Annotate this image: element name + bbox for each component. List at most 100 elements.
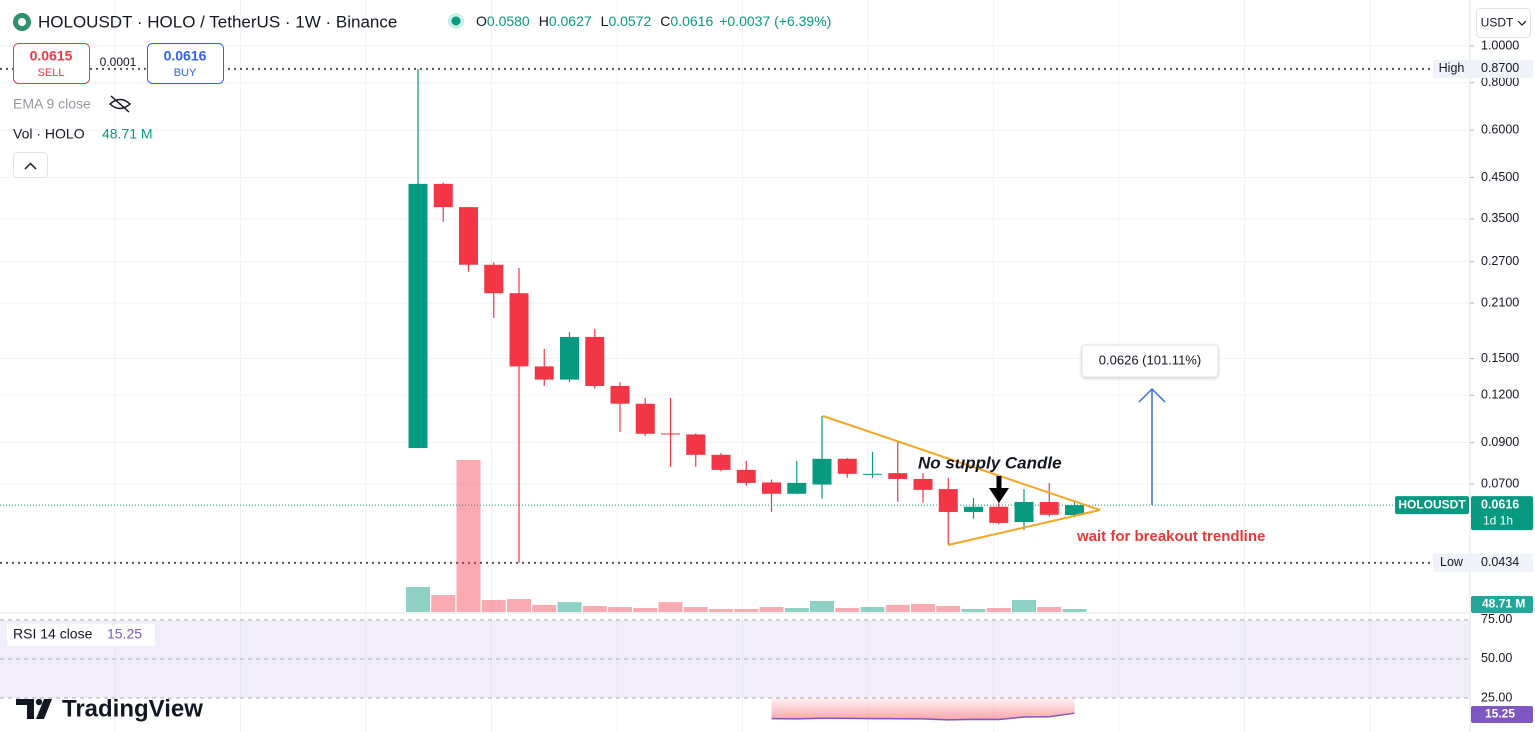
volume-bar [986,607,1011,612]
last-symbol: HOLOUSDT [1398,497,1466,511]
candle-body [408,183,428,449]
y-tick-label: 0.2100 [1481,295,1519,309]
symbol-title: HOLOUSDT · HOLO / TetherUS · 1W · Binanc… [38,12,397,31]
annotation-hint: wait for breakout trendline [1076,528,1265,545]
y-tick-label: 0.1200 [1481,388,1519,402]
level-tag-value: 0.0434 [1481,555,1519,569]
candle-body [812,458,832,485]
level-tag-name: Low [1440,555,1464,569]
candle-body [484,264,504,294]
volume-bar [406,586,430,612]
rsi-line [771,712,1075,721]
symbol-icon-inner [18,18,26,26]
collapse-button[interactable] [13,152,48,178]
y-tick-label: 0.1500 [1481,351,1519,365]
volume-tag [1471,596,1533,613]
spread: 0.0001 [100,55,137,69]
candle-body [863,473,882,475]
buy-price[interactable]: 0.0616 [164,48,207,64]
level-tag-value-bg [1471,59,1533,78]
ohlc-key: H [539,13,549,29]
y-tick-label: 0.8000 [1481,75,1519,89]
trendline-upper [822,415,1101,511]
level-tag-value: 0.8700 [1481,61,1519,75]
sell-button[interactable] [13,43,90,84]
collapse-icon[interactable] [24,162,37,170]
rsi-legend-value: 15.25 [107,626,142,642]
volume-bar [431,595,456,612]
currency-button[interactable] [1476,8,1531,38]
volume-bar [810,601,834,612]
drawings: 0.0626 (101.11%) No supply Candle wait f… [822,344,1265,546]
ema-legend: EMA 9 close [13,96,91,112]
sell-price[interactable]: 0.0615 [30,48,73,64]
currency[interactable]: USDT [1481,16,1514,30]
candle-body [509,293,529,367]
candle-body [635,403,655,434]
volume-bar [1012,599,1036,612]
measure-label: 0.0626 (101.11%) [1099,352,1201,367]
candle-body [560,336,579,380]
y-tick-label: 0.6000 [1481,122,1519,136]
volume-bar [1062,608,1087,612]
candle-body [661,433,680,435]
rsi-tick-label: 75.00 [1481,612,1512,626]
y-tick-label: 0.4500 [1481,170,1519,184]
volume-bar [456,460,481,612]
ohlc-value: 0.0627 [549,13,592,29]
y-tick-label: 0.0700 [1481,476,1519,490]
volume-tag-label: 48.71 M [1482,597,1525,611]
candle-body [711,454,731,470]
ui: HOLOUSDT · HOLO / TetherUS · 1W · Binanc… [7,8,1531,722]
volume-bar [784,607,809,612]
logo-t [16,699,34,719]
last-symbol-tag [1395,496,1469,515]
ohlc-value: 0.0616 [670,13,713,29]
volume-bar [582,606,607,612]
candle-body [459,207,478,265]
buy-label[interactable]: BUY [174,67,197,79]
ohlc-value: 0.0580 [487,13,530,29]
ohlc-legend: O0.0580 H0.0627 L0.0572 C0.0616 +0.0037 (+6.… [476,13,831,29]
candle-body [1065,505,1084,516]
arrow-head [989,488,1009,503]
volume-bar [835,607,860,612]
volume-bar [885,604,910,612]
brand: TradingView [62,695,203,722]
currency-caret[interactable] [1517,20,1527,26]
logo-icon [16,698,52,719]
candle-body [686,434,706,455]
candle-body [888,473,908,479]
level-tag-bg [1433,59,1470,78]
candle-body [787,482,807,494]
volume-bar [860,606,885,612]
annotation-note: No supply Candle [918,453,1062,472]
eye-strike[interactable] [110,95,130,113]
volume-bar [709,608,733,612]
level-tag-name: High [1439,61,1465,75]
volume-bar [683,606,708,612]
status-dot [451,16,461,26]
buy-button[interactable] [147,43,224,84]
volume-legend: Vol · HOLO [13,126,85,142]
volume-legend-value: 48.71 M [102,126,153,142]
sell-label[interactable]: SELL [38,67,65,79]
candle-body [534,366,554,380]
ohlc-key: O [476,13,487,29]
logo-dot [35,698,43,706]
candle-body [736,469,756,483]
hide-icon[interactable] [108,95,132,113]
y-tick-label: 0.2700 [1481,254,1519,268]
candle-body [964,506,983,512]
rsi-tick-label: 25.00 [1481,690,1512,704]
candle-body [989,506,1009,523]
price-axis: 1.0000 0.8000 0.6000 0.4500 0.3500 0.2700 0.21… [1395,0,1535,732]
logo-v [36,699,52,719]
last-countdown: 1d 1h [1483,513,1513,527]
candle-body [585,336,605,386]
volume-bar [911,603,935,612]
candle-body [610,385,630,404]
rsi-tag [1471,706,1533,723]
